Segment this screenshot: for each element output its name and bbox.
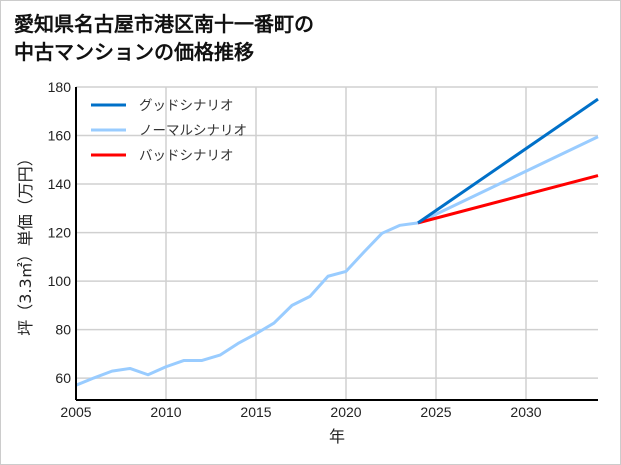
title-line-2: 中古マンションの価格推移: [14, 40, 254, 64]
x-tick-label: 2020: [330, 404, 361, 420]
y-tick-label: 60: [55, 370, 71, 386]
legend-label: ノーマルシナリオ: [139, 123, 247, 139]
series-line-0: [417, 97, 599, 225]
y-tick-label: 100: [48, 273, 72, 289]
x-tick-label: 2030: [510, 404, 541, 420]
y-tick-label: 120: [48, 225, 72, 241]
series-line-1: [75, 135, 599, 387]
chart-title: 愛知県名古屋市港区南十一番町の 中古マンションの価格推移: [14, 10, 314, 66]
series-line-2: [417, 174, 599, 225]
title-line-1: 愛知県名古屋市港区南十一番町の: [14, 12, 314, 36]
y-tick-label: 140: [48, 176, 72, 192]
x-tick-label: 2015: [240, 404, 271, 420]
y-tick-label: 160: [48, 128, 72, 144]
x-tick-label: 2025: [420, 404, 451, 420]
y-axis-label: 坪（3.3㎡）単価（万円）: [16, 150, 35, 335]
legend-label: グッドシナリオ: [139, 98, 234, 114]
y-tick-label: 180: [48, 79, 72, 95]
x-tick-label: 2010: [150, 404, 181, 420]
x-axis-label: 年: [329, 427, 345, 446]
y-tick-label: 80: [55, 322, 71, 338]
legend-label: バッドシナリオ: [139, 148, 234, 164]
x-tick-label: 2005: [60, 404, 91, 420]
